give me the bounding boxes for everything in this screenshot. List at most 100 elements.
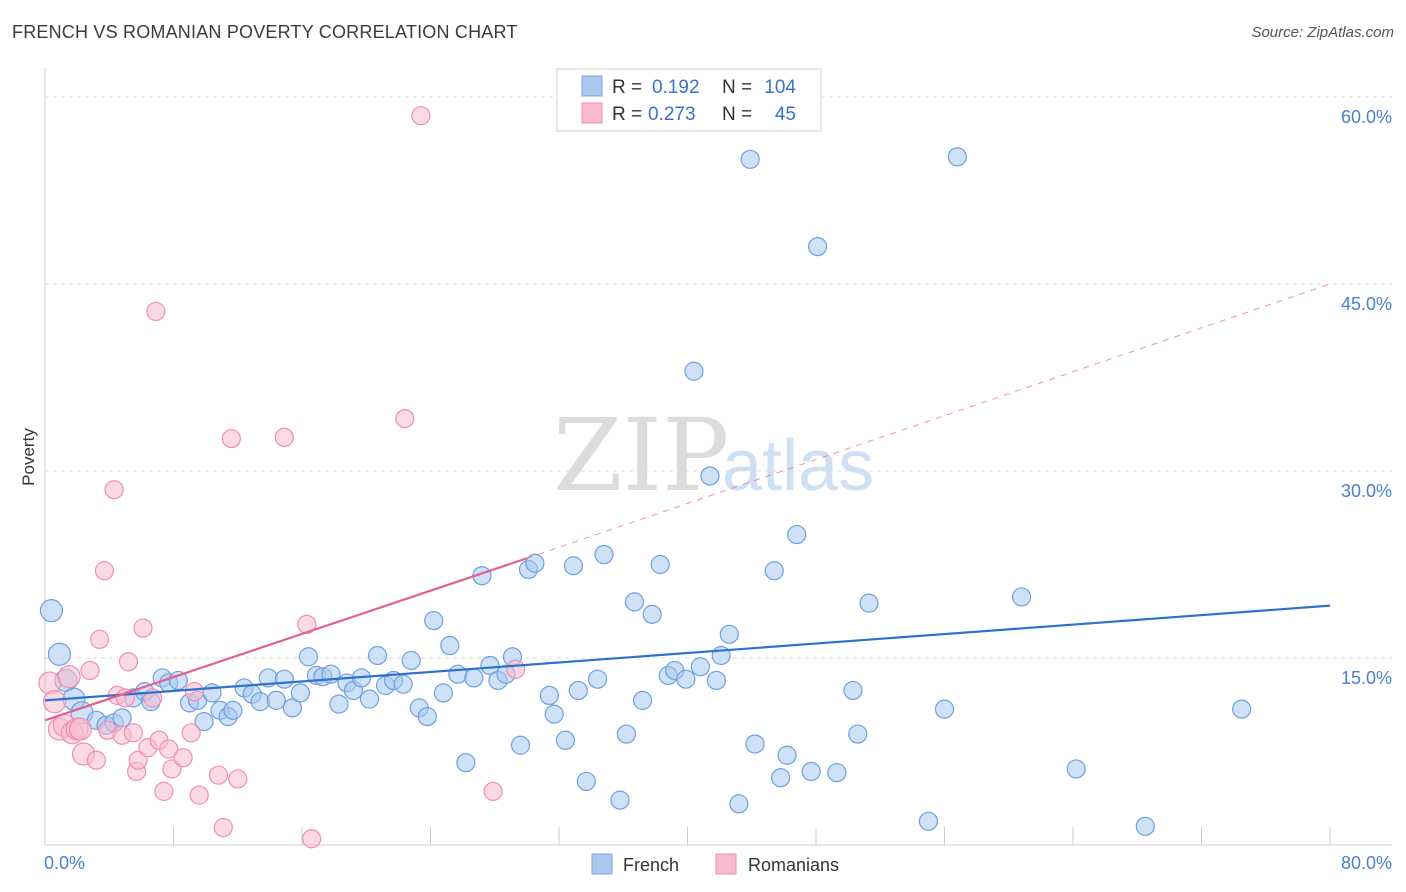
data-point-french [616, 724, 637, 744]
data-point-romanians [123, 723, 143, 743]
y-tick-labels: 15.0% 30.0% 45.0% 60.0% [1341, 107, 1392, 688]
data-point-french [112, 708, 132, 728]
data-point-romanians [86, 750, 107, 770]
data-point-french [576, 771, 596, 792]
data-point-french [568, 680, 588, 701]
bottom-legend-swatch-french [591, 853, 613, 875]
watermark-atlas: atlas [722, 426, 874, 506]
data-point-romanians [154, 781, 174, 801]
data-point-romanians [146, 301, 166, 322]
data-point-french [848, 724, 868, 744]
trend-line-romanians [44, 557, 528, 722]
data-point-romanians [184, 682, 204, 702]
data-point-french [729, 794, 749, 814]
data-point-french [934, 699, 955, 719]
series-legend: French Romanians [591, 853, 839, 875]
data-point-french [194, 711, 214, 732]
data-point-romanians [173, 748, 193, 768]
trend-line-extension-romanians [526, 283, 1331, 559]
data-point-french [47, 642, 72, 666]
data-point-french [1066, 759, 1086, 779]
y-axis-label: Poverty [19, 428, 38, 486]
legend-r-label-romanians: R = [612, 104, 642, 125]
bottom-legend-label-romanians: Romanians [748, 855, 839, 875]
data-point-french [642, 604, 662, 624]
legend-r-label-french: R = [612, 77, 642, 98]
data-point-french [290, 683, 310, 703]
data-point-french [764, 561, 784, 581]
y-tick-label: 60.0% [1341, 107, 1392, 127]
data-point-french [555, 730, 576, 750]
data-point-french [274, 669, 294, 689]
data-point-french [1135, 816, 1155, 836]
trend-line-french [44, 604, 1331, 702]
watermark-zip: ZIP [553, 397, 729, 514]
x-tick-label-max: 80.0% [1341, 853, 1392, 873]
data-point-french [433, 683, 453, 703]
data-point-romanians [411, 106, 431, 126]
data-point-romanians [133, 618, 153, 638]
data-point-romanians [94, 561, 115, 581]
data-point-romanians [90, 629, 110, 649]
legend-swatch-romanians [581, 102, 603, 124]
data-point-french [947, 147, 967, 167]
data-point-french [440, 635, 460, 656]
legend-n-value-romanians: 45 [775, 104, 796, 125]
series-french [39, 147, 1252, 836]
data-point-french [39, 599, 64, 623]
data-point-french [393, 674, 413, 694]
data-point-french [464, 668, 484, 688]
data-point-romanians [208, 765, 229, 785]
data-point-french [610, 790, 630, 810]
data-point-romanians [221, 428, 241, 449]
data-point-french [298, 647, 319, 667]
correlation-legend: R = 0.192 N = 104 R = 0.273 N = 45 [556, 68, 822, 132]
data-point-french [282, 698, 302, 718]
data-point-romanians [159, 739, 179, 759]
data-point-french [266, 690, 286, 710]
data-point-french [544, 704, 564, 724]
data-point-french [525, 553, 545, 573]
data-point-french [594, 544, 614, 565]
series-romanians [38, 106, 526, 849]
data-point-french [632, 690, 653, 710]
x-tick-label-min: 0.0% [44, 853, 85, 873]
data-point-french [1232, 699, 1252, 719]
data-point-french [250, 692, 270, 712]
data-point-romanians [228, 769, 248, 789]
data-point-french [859, 593, 879, 613]
data-point-romanians [302, 829, 322, 849]
data-point-french [700, 466, 720, 486]
legend-r-value-romanians: 0.273 [648, 104, 696, 125]
legend-n-label-romanians: N = [722, 104, 752, 125]
data-point-romanians [104, 480, 124, 500]
legend-n-value-french: 104 [764, 77, 796, 98]
data-point-romanians [118, 652, 139, 672]
data-point-french [801, 761, 821, 782]
data-point-french [740, 149, 760, 169]
data-point-french [563, 556, 584, 576]
data-point-french [448, 664, 468, 684]
data-point-romanians [274, 427, 294, 447]
data-point-french [684, 361, 704, 381]
data-point-romanians [80, 660, 100, 681]
data-point-french [771, 768, 791, 788]
data-point-romanians [213, 817, 233, 838]
data-point-romanians [43, 690, 67, 714]
data-point-french [401, 650, 421, 671]
data-point-romanians [395, 409, 415, 429]
data-point-romanians [68, 717, 92, 741]
data-point-french [587, 669, 608, 689]
grid-lines [45, 96, 1392, 659]
data-point-french [777, 745, 797, 765]
data-point-french [843, 680, 863, 701]
data-point-romanians [189, 785, 209, 805]
y-tick-label: 15.0% [1341, 668, 1392, 688]
data-point-romanians [483, 781, 503, 801]
data-point-french [417, 706, 437, 727]
data-point-french [367, 645, 388, 666]
data-point-romanians [181, 723, 201, 743]
data-point-romanians [57, 665, 81, 689]
data-point-french [690, 657, 710, 677]
